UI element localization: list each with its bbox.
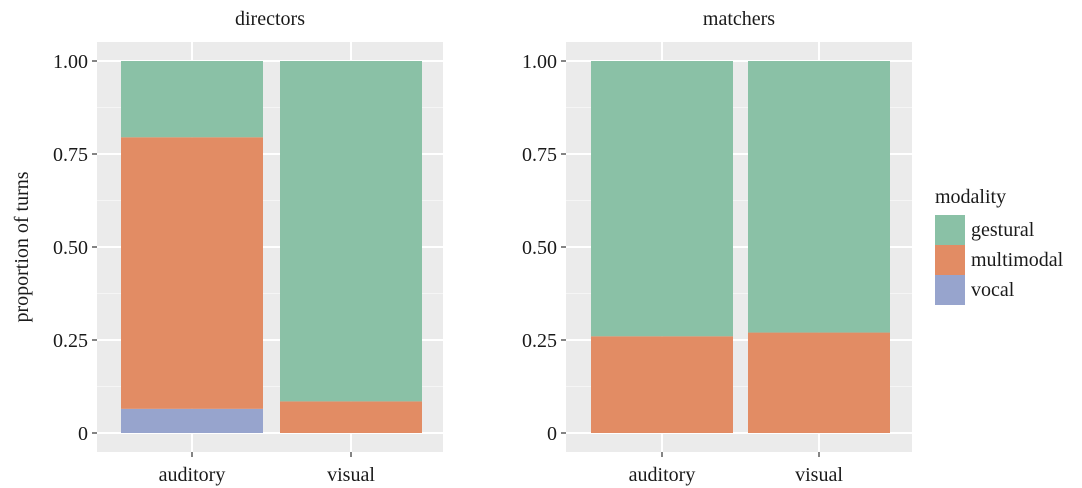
panel-matchers: 0 0.25 0.50 0.75 1.00 auditory visual matchers: [522, 8, 912, 486]
bar-segment-matchers-auditory-multimodal: [591, 336, 733, 433]
legend: modality gestural multimodal vocal: [935, 186, 1064, 305]
y-tick-label: 0: [78, 423, 88, 445]
y-tick-label: 0.75: [53, 144, 88, 166]
panel-directors: 0 0.25 0.50 0.75 1.00 auditory visual directors: [53, 8, 443, 486]
y-tick-label: 0: [547, 423, 557, 445]
facet-title-matchers: matchers: [703, 8, 775, 30]
legend-swatch-gestural: [935, 215, 965, 245]
y-tick-label: 0.25: [522, 330, 557, 352]
y-tick-label: 0.75: [522, 144, 557, 166]
bar-segment-directors-auditory-gestural: [121, 61, 263, 138]
legend-swatch-vocal: [935, 275, 965, 305]
x-tick-label-visual: visual: [327, 464, 375, 486]
y-tick-label: 1.00: [522, 51, 557, 73]
bar-segment-matchers-auditory-gestural: [591, 61, 733, 337]
x-tick-label-auditory: auditory: [629, 464, 696, 486]
y-axis-title: proportion of turns: [11, 171, 33, 322]
bar-segment-directors-visual-multimodal: [280, 401, 422, 433]
y-tick-label: 0.25: [53, 330, 88, 352]
y-tick-label: 1.00: [53, 51, 88, 73]
y-tick-label: 0.50: [53, 237, 88, 259]
legend-title: modality: [935, 186, 1006, 208]
x-tick-label-visual: visual: [795, 464, 843, 486]
bar-segment-matchers-visual-gestural: [748, 61, 890, 333]
x-tick-label-auditory: auditory: [159, 464, 226, 486]
facet-title-directors: directors: [235, 8, 305, 30]
legend-label-multimodal: multimodal: [971, 249, 1064, 271]
bar-segment-directors-auditory-vocal: [121, 408, 263, 433]
y-tick-label: 0.50: [522, 237, 557, 259]
facet-panels: 0 0.25 0.50 0.75 1.00 auditory visual directors…: [53, 8, 912, 486]
legend-label-gestural: gestural: [971, 219, 1035, 241]
bar-segment-directors-auditory-multimodal: [121, 137, 263, 409]
bar-segment-matchers-visual-multimodal: [748, 332, 890, 433]
legend-label-vocal: vocal: [971, 279, 1015, 301]
bar-segment-directors-visual-gestural: [280, 61, 422, 402]
legend-swatch-multimodal: [935, 245, 965, 275]
